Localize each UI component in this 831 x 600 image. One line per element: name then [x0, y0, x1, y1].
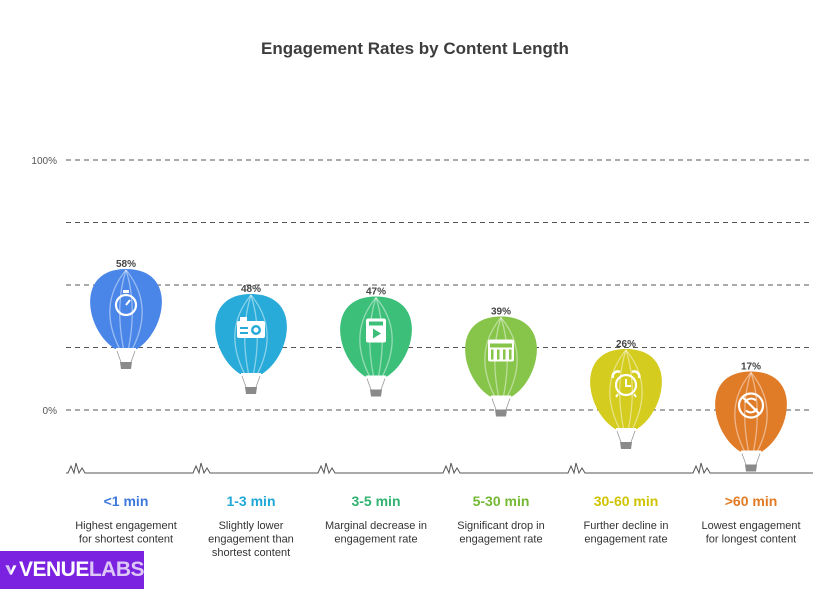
description-line: engagement than	[208, 534, 294, 546]
description-line: shortest content	[212, 547, 290, 559]
value-label: 48%	[241, 284, 261, 295]
logo-wordmark: VENUELABS	[18, 558, 145, 582]
category-label: 30-60 min	[594, 493, 659, 509]
description-line: engagement rate	[584, 534, 667, 546]
description-line: engagement rate	[459, 534, 542, 546]
stopwatch-icon	[114, 290, 138, 317]
description-line: Significant drop in	[457, 520, 544, 532]
balloon-bar	[340, 296, 412, 397]
ground-line	[66, 462, 813, 475]
description-line: Slightly lower	[219, 520, 284, 532]
y-tick-label: 100%	[31, 156, 57, 167]
value-label: 17%	[741, 362, 761, 373]
description-line: Marginal decrease in	[325, 520, 427, 532]
category-description: Further decline in engagement rate	[584, 520, 669, 546]
category-label: >60 min	[725, 493, 778, 509]
film-strip-icon	[488, 339, 514, 362]
description-line: for shortest content	[79, 534, 173, 546]
y-tick-label: 0%	[43, 406, 58, 417]
venuelabs-logo: VENUELABS	[0, 551, 145, 589]
camera-icon	[237, 317, 265, 338]
category-label: <1 min	[104, 493, 149, 509]
video-file-icon	[366, 318, 386, 343]
logo-wordmark-labs: LABS	[88, 558, 145, 581]
category-description: Lowest engagement for longest content	[701, 520, 800, 546]
category-description: Highest engagement for shortest content	[75, 520, 177, 546]
description-line: Further decline in	[584, 520, 669, 532]
value-label: 26%	[616, 339, 636, 350]
value-label: 47%	[366, 287, 386, 298]
chart-title: Engagement Rates by Content Length	[261, 39, 569, 58]
no-time-icon	[737, 392, 765, 419]
category-description: Significant drop in engagement rate	[457, 520, 544, 546]
balloon-bar	[465, 316, 537, 417]
value-label: 58%	[116, 259, 136, 270]
balloon-bar	[590, 349, 662, 449]
category-description: Slightly lower engagement than shortest co…	[208, 520, 294, 559]
value-label: 39%	[491, 307, 511, 318]
category-description: Marginal decrease in engagement rate	[325, 520, 427, 546]
alarm-clock-icon	[611, 370, 641, 398]
logo-wordmark-venue: VENUE	[18, 558, 89, 581]
category-label: 3-5 min	[351, 493, 400, 509]
balloon-bar	[715, 371, 787, 472]
description-line: engagement rate	[334, 534, 417, 546]
description-line: Lowest engagement	[701, 520, 800, 532]
balloon-bar	[90, 269, 162, 369]
description-line: Highest engagement	[75, 520, 177, 532]
category-label: 5-30 min	[473, 493, 530, 509]
balloon-bar	[215, 294, 287, 394]
category-label: 1-3 min	[226, 493, 275, 509]
description-line: for longest content	[706, 534, 797, 546]
venuelabs-logo-icon	[5, 565, 17, 575]
